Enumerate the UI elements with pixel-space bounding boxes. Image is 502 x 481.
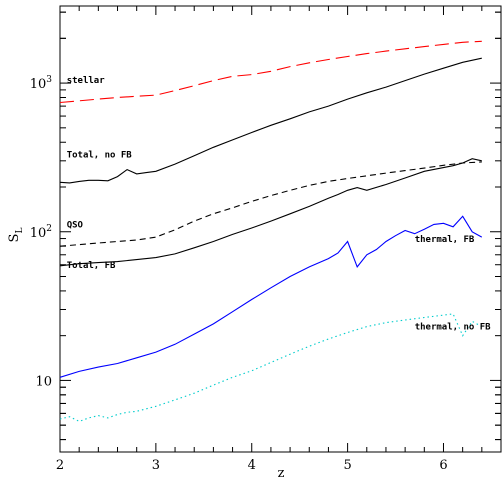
- series-line-1: [59, 57, 482, 184]
- y-axis-label-main: S: [7, 234, 22, 243]
- plot-frame: [59, 5, 502, 453]
- y-tick-label-base: 10: [35, 374, 52, 389]
- x-tick-label: 6: [439, 458, 447, 473]
- series-layer: [59, 40, 483, 422]
- y-axis-label: SL: [7, 228, 25, 243]
- label-layer: stellar Total, no FB QSO Total, FB thermal, …: [67, 76, 491, 332]
- y-tick-label-exp: 2: [46, 224, 52, 234]
- y-tick-label: 103: [30, 75, 53, 92]
- series-line-4: [59, 215, 483, 378]
- x-axis-label: z: [278, 466, 285, 481]
- series-line-0: [59, 40, 482, 104]
- x-tick-label: 2: [56, 458, 64, 473]
- series-annotation: thermal, FB: [415, 235, 475, 245]
- series-line-3: [59, 158, 482, 267]
- series-annotation: stellar: [67, 76, 106, 86]
- y-tick-label-base: 10: [30, 77, 47, 92]
- series-annotation: QSO: [67, 220, 84, 230]
- x-tick-label: 3: [152, 458, 160, 473]
- series-line-2: [59, 161, 482, 247]
- y-tick-label-exp: 3: [46, 75, 52, 85]
- y-tick-label-base: 10: [30, 226, 47, 241]
- series-annotation: thermal, no FB: [415, 323, 491, 333]
- y-tick-label: 10: [35, 374, 52, 389]
- x-tick-label: 4: [248, 458, 256, 473]
- y-axis-label-sub: L: [15, 228, 25, 234]
- x-tick-label: 5: [343, 458, 351, 473]
- series-annotation: Total, FB: [67, 261, 116, 271]
- series-annotation: Total, no FB: [67, 150, 133, 160]
- y-tick-label: 102: [30, 224, 52, 241]
- svg-text:SL: SL: [7, 228, 25, 243]
